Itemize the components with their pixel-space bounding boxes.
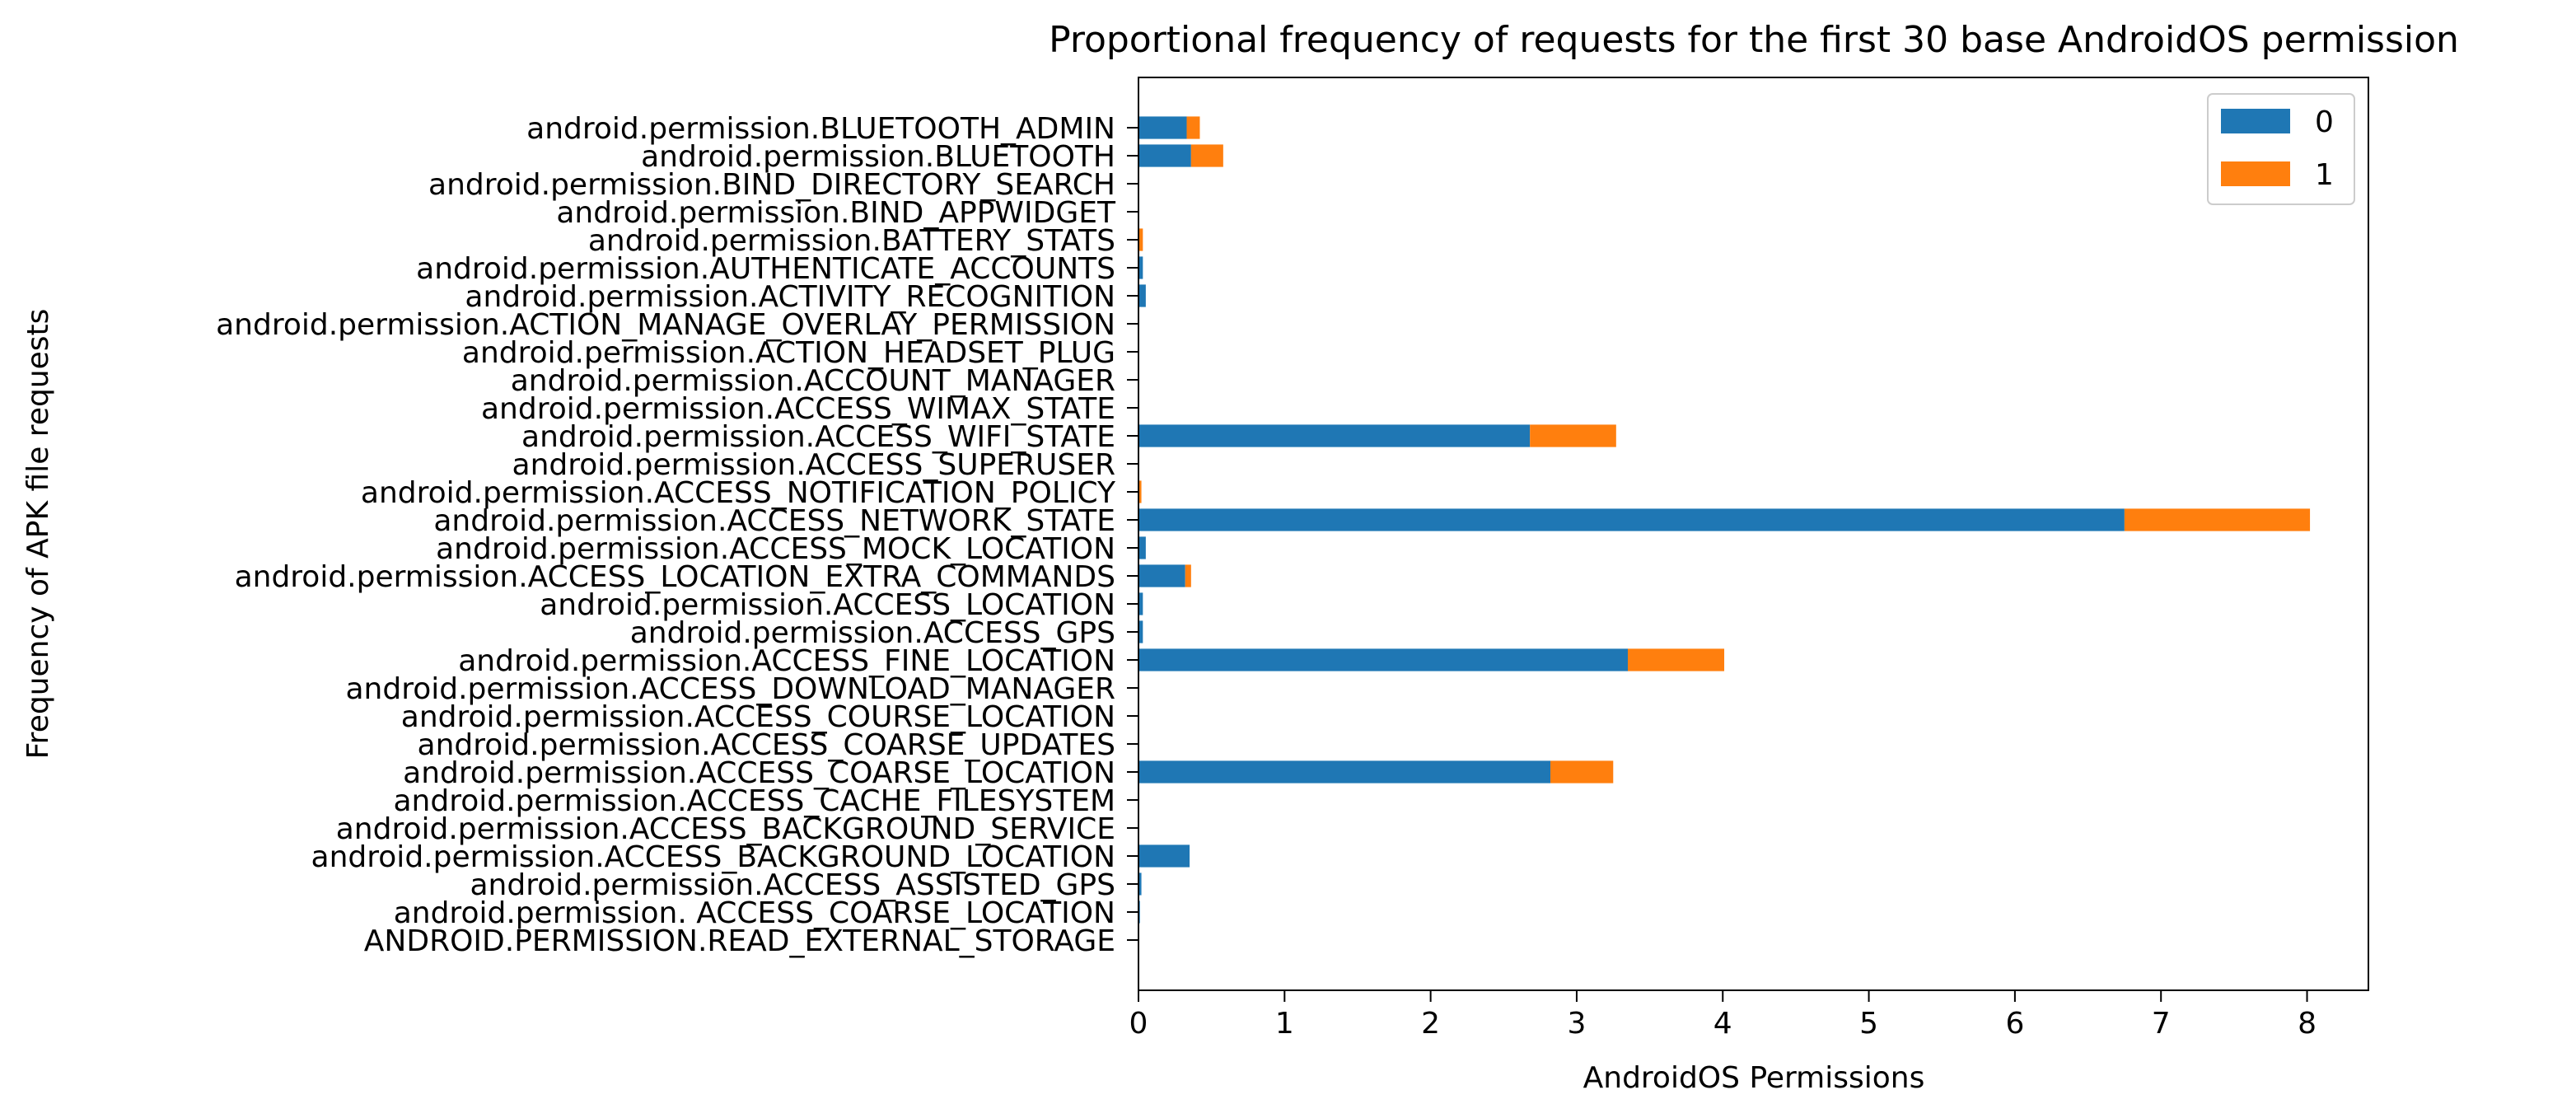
y-tick-label: android.permission.AUTHENTICATE_ACCOUNTS <box>416 252 1115 286</box>
x-tick-label: 2 <box>1421 1007 1440 1041</box>
y-tick-label: android.permission.ACCESS_COURSE_LOCATIO… <box>401 700 1115 734</box>
bars <box>1138 116 2311 924</box>
y-tick-label: android.permission.ACCESS_COARSE_LOCATIO… <box>403 756 1115 790</box>
bar-series-1-25 <box>1138 228 1143 251</box>
x-tick-label: 4 <box>1713 1007 1732 1041</box>
y-tick-label: android.permission.ACCESS_LOCATION_EXTRA… <box>235 560 1115 594</box>
bar-series-0-18 <box>1138 424 1531 447</box>
y-tick-label: android.permission.BIND_APPWIDGET <box>556 196 1116 230</box>
bar-series-0-13 <box>1138 564 1185 587</box>
y-ticks: ANDROID.PERMISSION.READ_EXTERNAL_STORAGE… <box>216 112 1138 958</box>
bar-series-1-10 <box>1628 648 1725 671</box>
x-tick-label: 1 <box>1275 1007 1294 1041</box>
bar-series-0-28 <box>1138 144 1191 167</box>
x-tick-label: 8 <box>2298 1007 2317 1041</box>
y-tick-label: android.permission.ACCESS_ASSISTED_GPS <box>470 868 1115 902</box>
bar-series-0-12 <box>1138 592 1143 615</box>
x-tick-label: 6 <box>2005 1007 2024 1041</box>
legend: 0 1 <box>2207 93 2355 205</box>
bar-series-1-18 <box>1530 424 1616 447</box>
bar-series-0-11 <box>1138 620 1143 643</box>
y-tick-label: android.permission.ACCESS_FINE_LOCATION <box>458 644 1115 678</box>
bar-series-0-15 <box>1138 508 2125 531</box>
y-tick-label: android.permission.ACCESS_NETWORK_STATE <box>433 504 1115 538</box>
bar-series-1-6 <box>1550 760 1614 784</box>
y-tick-label: android.permission.ACTION_MANAGE_OVERLAY… <box>216 308 1115 342</box>
y-tick-label: android.permission.ACCESS_MOCK_LOCATION <box>436 532 1115 566</box>
y-tick-label: android.permission.ACCESS_GPS <box>630 616 1115 650</box>
y-tick-label: android.permission.ACCESS_LOCATION <box>540 588 1115 622</box>
y-axis-label: Frequency of APK file requests <box>21 309 55 760</box>
y-tick-label: android.permission.ACTION_HEADSET_PLUG <box>462 336 1115 370</box>
y-tick-label: android.permission.ACCESS_WIMAX_STATE <box>481 392 1115 426</box>
y-tick-label: android.permission.ACCESS_BACKGROUND_LOC… <box>311 840 1115 874</box>
y-tick-label: android.permission.ACTIVITY_RECOGNITION <box>465 280 1115 314</box>
bar-series-1-16 <box>1138 480 1142 503</box>
y-tick-label: android.permission.BATTERY_STATS <box>588 224 1115 258</box>
x-axis-label: AndroidOS Permissions <box>1583 1061 1925 1095</box>
y-tick-label: android.permission.ACCESS_WIFI_STATE <box>521 420 1115 454</box>
plot-area: 0 1 2 3 4 5 6 7 8 ANDROID.PERMISSION.READ_EXTERN… <box>216 77 2369 1041</box>
axes-frame <box>1138 77 2369 991</box>
legend-label-0: 0 <box>2315 105 2334 139</box>
legend-swatch-1 <box>2221 161 2290 186</box>
bar-series-1-29 <box>1186 116 1200 139</box>
legend-swatch-0 <box>2221 109 2290 133</box>
y-tick-label: android.permission. ACCESS_COARSE_LOCATI… <box>394 896 1115 930</box>
bar-series-1-13 <box>1185 564 1191 587</box>
bar-series-0-6 <box>1138 760 1551 784</box>
y-tick-label: android.permission.BLUETOOTH <box>641 140 1115 174</box>
x-tick-label: 5 <box>1859 1007 1878 1041</box>
bar-series-0-3 <box>1138 844 1190 868</box>
y-tick-label: android.permission.ACCESS_CACHE_FILESYST… <box>393 784 1115 818</box>
bar-series-1-15 <box>2124 508 2311 531</box>
y-tick-label: android.permission.ACCESS_COARSE_UPDATES <box>418 728 1115 762</box>
x-tick-label: 3 <box>1567 1007 1586 1041</box>
bar-series-1-28 <box>1190 144 1223 167</box>
y-tick-label: android.permission.ACCESS_SUPERUSER <box>512 448 1115 482</box>
y-tick-label: android.permission.ACCESS_NOTIFICATION_P… <box>361 476 1116 510</box>
x-tick-label: 7 <box>2152 1007 2171 1041</box>
bar-series-0-14 <box>1138 536 1146 559</box>
bar-series-0-10 <box>1138 648 1629 671</box>
x-tick-label: 0 <box>1129 1007 1148 1041</box>
legend-label-1: 1 <box>2315 158 2334 192</box>
bar-series-0-29 <box>1138 116 1187 139</box>
y-tick-label: android.permission.ACCOUNT_MANAGER <box>511 364 1115 398</box>
y-tick-label: android.permission.BIND_DIRECTORY_SEARCH <box>428 168 1115 202</box>
bar-series-0-24 <box>1138 256 1143 279</box>
bar-series-0-2 <box>1138 872 1142 896</box>
x-ticks: 0 1 2 3 4 5 6 7 8 <box>1129 990 2317 1041</box>
bar-series-0-23 <box>1138 284 1146 307</box>
y-tick-label: android.permission.BLUETOOTH_ADMIN <box>526 112 1115 146</box>
chart-title: Proportional frequency of requests for t… <box>1049 19 2459 61</box>
y-tick-label: android.permission.ACCESS_BACKGROUND_SER… <box>336 812 1115 846</box>
y-tick-label: android.permission.ACCESS_DOWNLOAD_MANAG… <box>346 672 1116 706</box>
y-tick-label: ANDROID.PERMISSION.READ_EXTERNAL_STORAGE <box>364 924 1115 958</box>
